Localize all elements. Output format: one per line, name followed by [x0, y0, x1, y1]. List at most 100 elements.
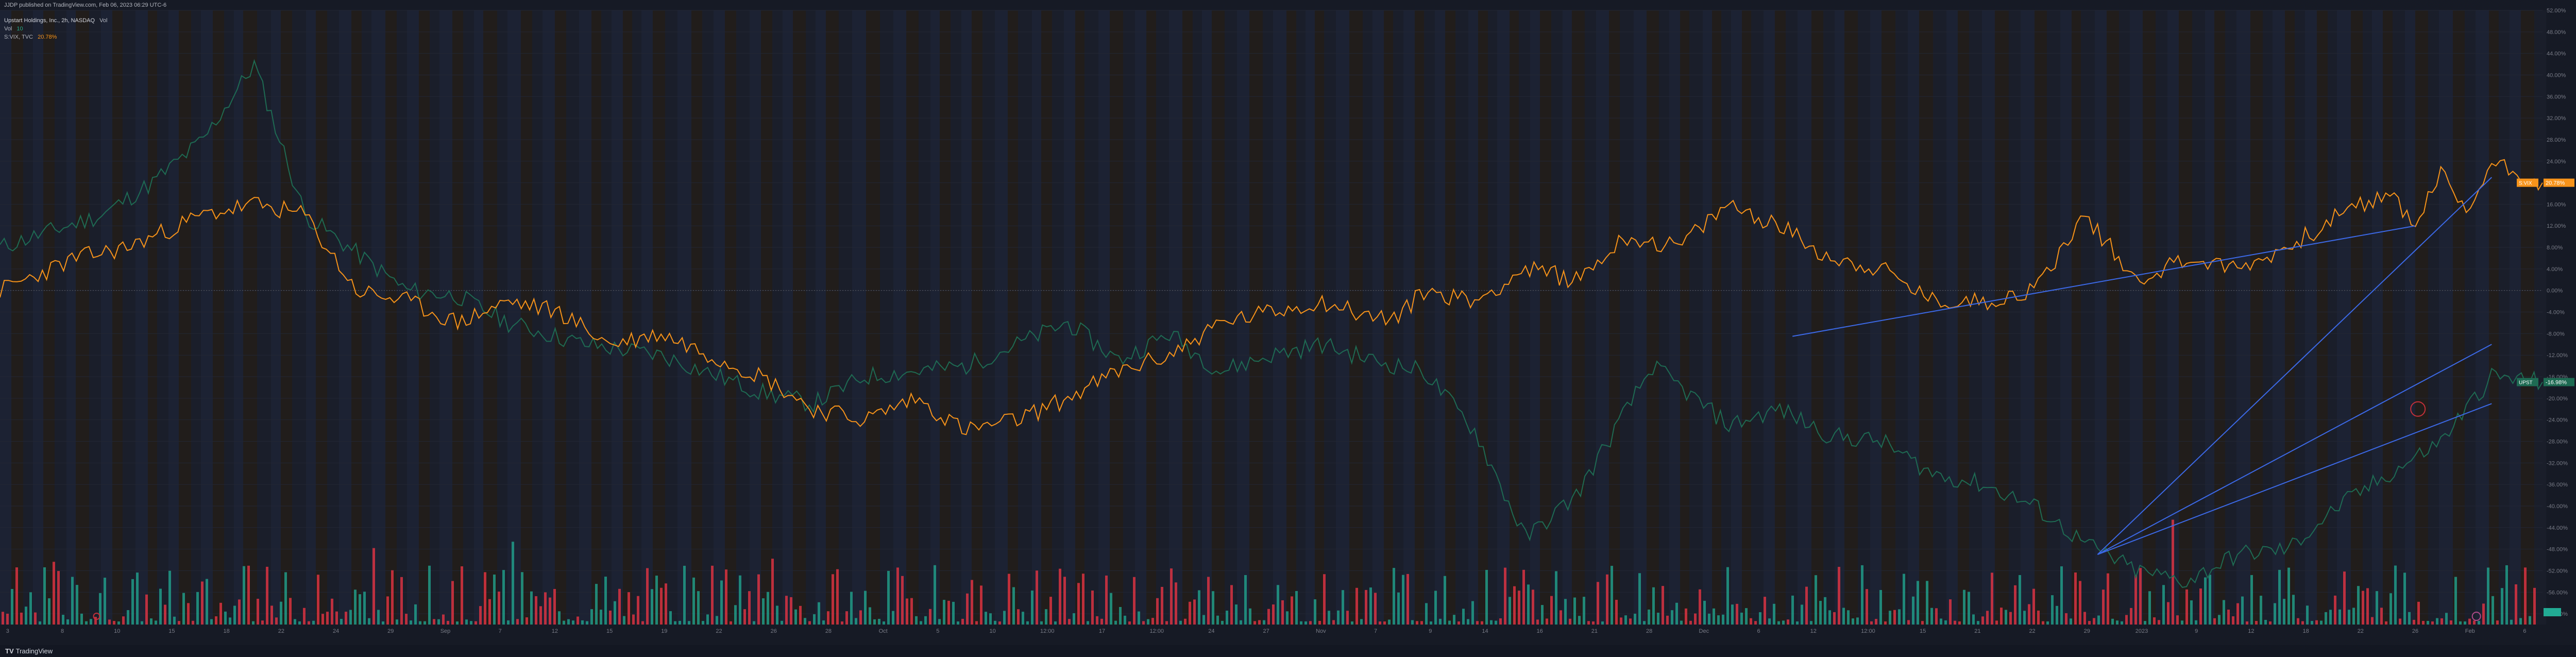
- volume-bar: [660, 587, 663, 625]
- volume-bar: [1578, 616, 1581, 625]
- volume-bar: [1087, 621, 1089, 625]
- volume-bar: [1893, 610, 1896, 625]
- volume-bar: [410, 620, 412, 625]
- session-band: [2465, 10, 2476, 625]
- session-band: [507, 10, 521, 625]
- volume-bar: [1193, 599, 1196, 625]
- session-band: [1372, 10, 1384, 625]
- volume-bar: [1717, 615, 1720, 625]
- session-band: [2205, 10, 2214, 625]
- session-band: [1585, 10, 1596, 625]
- volume-bar: [1634, 613, 1636, 625]
- session-band: [725, 10, 736, 625]
- volume-bar: [702, 621, 704, 625]
- session-band: [1041, 10, 1052, 625]
- volume-bar: [567, 619, 570, 625]
- tradingview-logo[interactable]: TV TradingView: [5, 647, 53, 655]
- session-band: [1764, 10, 1775, 625]
- session-band: [339, 10, 351, 625]
- volume-bar: [2478, 620, 2480, 625]
- volume-bar: [1504, 567, 1506, 625]
- volume-bar: [2459, 621, 2462, 625]
- volume-bar: [1624, 615, 1627, 625]
- vol-value: 10: [16, 26, 23, 32]
- volume-bar: [479, 606, 482, 625]
- volume-bar: [1954, 620, 1956, 625]
- volume-bar: [252, 621, 255, 625]
- session-band: [43, 10, 55, 625]
- x-tick-label: 12:00: [1149, 628, 1164, 634]
- volume-bar: [2204, 577, 2207, 625]
- session-band: [1933, 10, 1946, 625]
- y-tick-label: -48.00%: [2547, 547, 2568, 553]
- volume-bar: [1879, 589, 1882, 625]
- volume-bar: [1977, 621, 1979, 625]
- volume-bar: [614, 601, 616, 625]
- volume-bar: [906, 598, 908, 625]
- y-tick-label: -4.00%: [2547, 310, 2565, 316]
- volume-bar: [488, 599, 491, 625]
- volume-bar: [465, 619, 468, 625]
- volume-bar: [122, 616, 125, 625]
- session-band: [750, 10, 761, 625]
- volume-bar: [270, 605, 273, 625]
- volume-bar: [76, 585, 78, 625]
- y-tick-label: 44.00%: [2547, 51, 2566, 57]
- compare-legend: S:VIX, TVC 20.78%: [4, 34, 60, 40]
- volume-bar: [1671, 610, 1673, 625]
- volume-bar: [665, 583, 667, 625]
- volume-bar: [2195, 620, 2197, 625]
- session-band: [1572, 10, 1585, 625]
- volume-bar: [1968, 592, 1970, 625]
- volume-bar: [2389, 593, 2392, 625]
- volume-bar: [799, 605, 802, 625]
- volume-bar: [66, 619, 69, 625]
- volume-bar: [2533, 587, 2536, 625]
- session-band: [1445, 10, 1455, 625]
- session-band: [2489, 10, 2499, 625]
- volume-bar: [1852, 618, 1854, 625]
- volume-bar: [1648, 609, 1650, 625]
- volume-bar: [1722, 614, 1724, 625]
- session-band: [816, 10, 826, 625]
- x-tick-label: 10: [989, 628, 995, 634]
- x-tick-label: 17: [1099, 628, 1105, 634]
- session-band: [135, 10, 148, 625]
- volume-bar: [1736, 603, 1738, 625]
- volume-bar: [1986, 611, 1989, 625]
- volume-bar: [1824, 597, 1826, 625]
- y-tick-label: 52.00%: [2547, 8, 2566, 14]
- session-band: [702, 10, 714, 625]
- volume-bar: [43, 567, 46, 625]
- session-band: [1540, 10, 1551, 625]
- volume-bar: [1031, 591, 1033, 625]
- volume-bar: [2287, 567, 2290, 625]
- volume-bar: [80, 613, 83, 625]
- volume-bar: [669, 611, 672, 625]
- volume-bar: [25, 607, 27, 625]
- volume-bar: [437, 619, 440, 625]
- session-band: [316, 10, 327, 625]
- session-band: [612, 10, 623, 625]
- volume-bar: [553, 588, 556, 625]
- volume-bar: [651, 589, 653, 625]
- volume-bar: [474, 621, 477, 625]
- x-tick-label: 24: [1208, 628, 1214, 634]
- volume-bar: [447, 620, 449, 625]
- volume-bar: [818, 602, 820, 625]
- x-tick-label: 8: [61, 628, 64, 634]
- volume-bar: [386, 596, 389, 625]
- session-band: [2317, 10, 2328, 625]
- session-band: [191, 10, 201, 625]
- y-tick-label: -8.00%: [2547, 331, 2565, 337]
- upst-tag: [2517, 378, 2538, 386]
- volume-bar: [1759, 612, 1761, 625]
- session-band: [591, 10, 601, 625]
- session-band: [430, 10, 439, 625]
- volume-bar: [1179, 620, 1182, 625]
- session-band: [2081, 10, 2095, 625]
- x-tick-label: 28: [825, 628, 832, 634]
- session-band: [736, 10, 750, 625]
- volume-bar: [1740, 612, 1743, 625]
- volume-bar: [757, 574, 760, 625]
